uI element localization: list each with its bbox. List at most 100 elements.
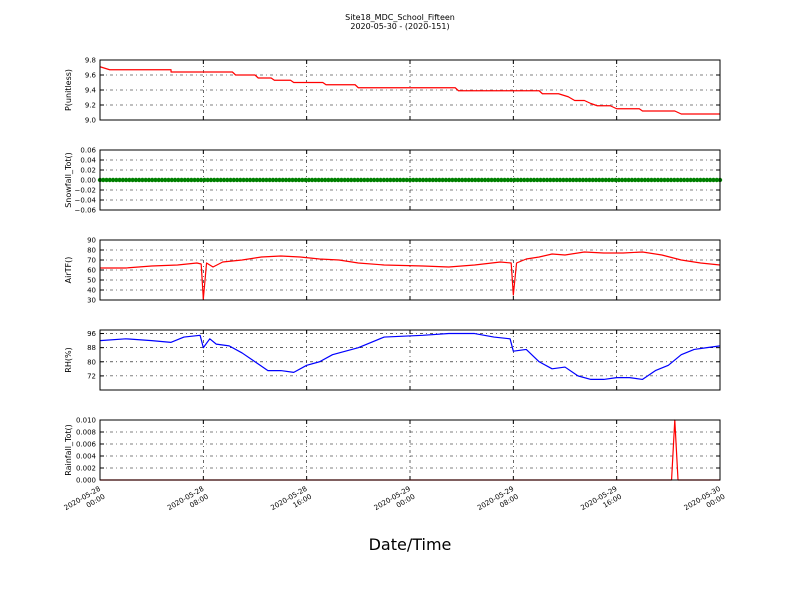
data-point xyxy=(169,177,174,183)
data-point xyxy=(714,177,719,183)
data-point xyxy=(652,177,657,183)
chart-panels: 9.89.69.49.29.0P(unitless) 0.060.040.020.… xyxy=(64,57,723,485)
data-point xyxy=(414,177,419,183)
data-point xyxy=(398,177,403,183)
data-point xyxy=(495,177,501,183)
data-point xyxy=(336,177,341,183)
data-point xyxy=(453,177,458,183)
data-point xyxy=(329,177,334,183)
data-point xyxy=(306,177,312,183)
data-point xyxy=(672,177,677,183)
data-point xyxy=(127,177,132,183)
panel-2: 0.06 0.04 0.02 0.00 −0.02 −0.04 −0.06Snowfall_… xyxy=(64,147,723,215)
y-tick-label: 72 xyxy=(87,372,96,380)
data-point xyxy=(639,177,644,183)
x-axis-label: Date/Time xyxy=(369,535,452,554)
data-point xyxy=(166,177,171,183)
data-point xyxy=(587,177,592,183)
data-point xyxy=(146,177,152,183)
data-point xyxy=(388,177,393,183)
y-tick-label: −0.04 xyxy=(75,197,97,205)
data-point xyxy=(698,177,703,183)
data-point xyxy=(143,177,148,183)
y-tick-label: 9.0 xyxy=(85,117,96,125)
data-point xyxy=(274,177,279,183)
data-point xyxy=(371,177,377,183)
data-point xyxy=(489,177,494,183)
data-point xyxy=(678,177,684,183)
data-point xyxy=(424,177,429,183)
data-point xyxy=(570,177,576,183)
data-point xyxy=(345,177,351,183)
data-point xyxy=(349,177,354,183)
data-point xyxy=(626,177,631,183)
data-point xyxy=(584,177,589,183)
data-point xyxy=(107,177,112,183)
data-point xyxy=(518,177,524,183)
data-point xyxy=(322,177,328,183)
data-point xyxy=(215,177,220,183)
y-tick-label: 0.010 xyxy=(76,417,96,425)
data-point xyxy=(208,177,214,183)
data-point xyxy=(508,177,514,183)
data-point xyxy=(688,177,693,183)
panel-1: 9.8 9.6 9.4 9.2 9.0 P(unitless) xyxy=(64,57,721,125)
data-point xyxy=(557,177,563,183)
data-point xyxy=(368,177,374,183)
data-point xyxy=(616,177,622,183)
y-tick-label: 0.00 xyxy=(80,177,96,185)
data-point xyxy=(499,177,504,183)
data-point xyxy=(603,177,608,183)
data-point xyxy=(694,177,700,183)
data-point xyxy=(225,177,230,183)
data-point xyxy=(362,177,367,183)
y-tick-label: 9.6 xyxy=(85,72,97,80)
data-point xyxy=(551,177,556,183)
data-point xyxy=(238,177,243,183)
data-point xyxy=(629,177,635,183)
data-point xyxy=(704,177,710,183)
data-point xyxy=(685,177,690,183)
data-point xyxy=(254,177,259,183)
data-point xyxy=(130,177,135,183)
data-point xyxy=(326,177,331,183)
data-point xyxy=(391,177,396,183)
series-line-4 xyxy=(99,332,721,381)
data-point xyxy=(104,177,109,183)
data-point xyxy=(267,177,272,183)
data-point xyxy=(296,177,302,183)
data-point xyxy=(701,177,706,183)
data-point xyxy=(473,177,478,183)
y-tick-label: 90 xyxy=(87,237,96,245)
data-point xyxy=(528,177,533,183)
data-point xyxy=(316,177,321,183)
panel-4: 96 88 80 72 RH(%) xyxy=(64,329,721,391)
y-tick-label: 50 xyxy=(87,277,96,285)
data-point xyxy=(257,177,263,183)
data-point xyxy=(593,177,599,183)
data-point xyxy=(375,177,380,183)
data-point xyxy=(293,177,298,183)
data-point xyxy=(358,177,364,183)
panel-frame xyxy=(99,149,721,211)
data-point xyxy=(218,177,223,183)
data-point xyxy=(561,177,566,183)
data-point xyxy=(114,177,119,183)
data-point xyxy=(544,177,550,183)
data-point xyxy=(163,177,168,183)
data-point xyxy=(525,177,530,183)
y-axis-label: RH(%) xyxy=(64,347,73,372)
data-point xyxy=(231,177,236,183)
data-point xyxy=(443,177,449,183)
data-point xyxy=(221,177,227,183)
data-point xyxy=(665,177,670,183)
y-tick-label: 0.004 xyxy=(76,453,97,461)
data-point xyxy=(711,177,716,183)
data-point xyxy=(662,177,667,183)
data-point xyxy=(264,177,269,183)
y-tick-label: 0.008 xyxy=(76,429,96,437)
data-point xyxy=(456,177,462,183)
data-point xyxy=(482,177,488,183)
figure-subtitle: 2020-05-30 - (2020-151) xyxy=(350,22,449,31)
data-point xyxy=(280,177,285,183)
